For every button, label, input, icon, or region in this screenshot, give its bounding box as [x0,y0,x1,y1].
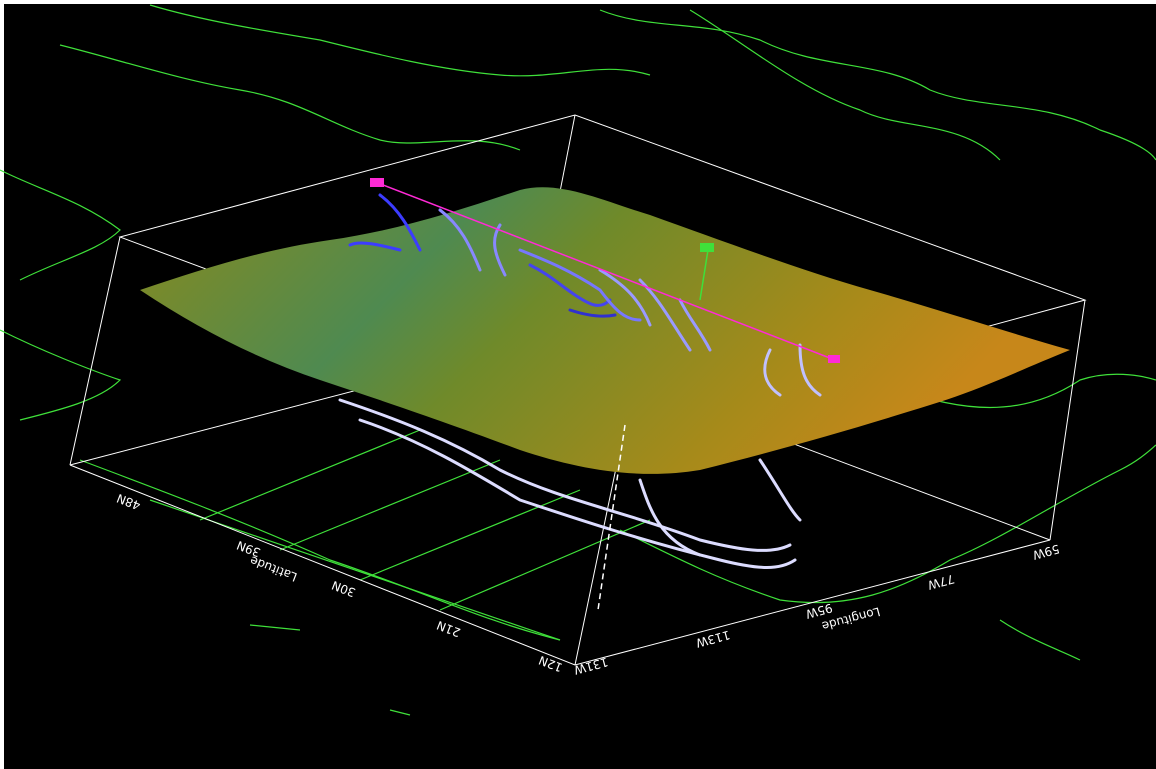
lon-tick: 59W [1031,542,1061,563]
coastlines [0,4,1156,716]
terrain-surface [140,187,1070,474]
probes [370,178,840,611]
axis-labels: 48N 39N Latitude 30N 21N 12N 131W 113W 9… [115,491,1061,677]
upper-contours [348,193,822,397]
lower-contours [338,398,802,569]
lon-tick: 77W [926,572,956,593]
lon-tick: 95W [804,601,834,622]
